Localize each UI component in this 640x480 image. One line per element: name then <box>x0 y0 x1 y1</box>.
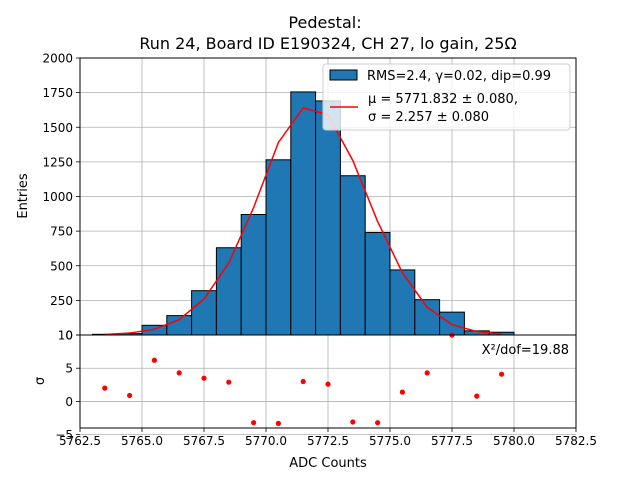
x-tick-label: 5777.5 <box>431 434 473 448</box>
histogram-bar <box>339 175 366 336</box>
top-y-tick-label: 2000 <box>42 52 73 66</box>
x-tick-label: 5772.5 <box>307 434 349 448</box>
residual-point <box>251 420 257 426</box>
top-y-tick-label: 1250 <box>42 155 73 169</box>
x-tick-label: 5780.0 <box>493 434 535 448</box>
legend-entry-fit-mu: μ = 5771.832 ± 0.080, <box>368 92 518 107</box>
residual-point <box>275 420 281 426</box>
residual-point <box>176 370 182 376</box>
histogram-bar <box>215 247 242 336</box>
legend-patch-icon <box>329 69 358 81</box>
bottom-y-tick-label: 10 <box>58 329 73 343</box>
residual-point <box>424 370 430 376</box>
residual-points <box>102 332 505 426</box>
legend-entry-fit-sigma: σ = 2.257 ± 0.080 <box>368 110 489 125</box>
legend-box <box>322 63 571 131</box>
top-y-tick-label: 250 <box>50 294 73 308</box>
top-y-tick-label: 750 <box>50 225 73 239</box>
x-tick-label: 5765.0 <box>121 434 163 448</box>
x-tick-label: 5775.0 <box>369 434 411 448</box>
top-y-tick-label: 500 <box>50 259 73 273</box>
top-y-tick-label: 1000 <box>42 190 73 204</box>
top-y-tick-labels: 0 250 500 750 1000 1250 1500 1750 2000 <box>42 52 80 343</box>
x-tick-labels: 5762.5 5765.0 5767.5 5770.0 5772.5 5775.0 5777… <box>59 428 597 448</box>
residual-point <box>127 392 133 399</box>
legend: RMS=2.4, γ=0.02, dip=0.99 μ = 5771.832 ±… <box>322 63 571 131</box>
top-y-axis-label: Entries <box>16 173 31 219</box>
bottom-y-tick-label: 5 <box>65 362 73 376</box>
residual-point <box>375 420 381 426</box>
x-tick-label: 5770.0 <box>245 434 287 448</box>
top-y-tick-label: 1500 <box>42 121 73 135</box>
bottom-y-tick-label: 0 <box>65 395 73 409</box>
residual-point <box>325 381 331 387</box>
fit-curve <box>104 106 502 336</box>
bottom-y-axis-label: σ <box>33 377 48 385</box>
histogram-bar <box>290 91 317 336</box>
bottom-y-tick-labels: −5 0 5 10 <box>55 329 80 442</box>
chi2-annotation: X²/dof=19.88 <box>482 343 569 358</box>
chart-title-line2: Run 24, Board ID E190324, CH 27, lo gain… <box>139 34 516 53</box>
histogram-bar <box>439 311 465 336</box>
x-tick-label: 5782.5 <box>555 434 597 448</box>
top-y-tick-label: 1750 <box>42 86 73 100</box>
top-y-tick-label: 0 <box>65 329 73 343</box>
residual-point <box>474 393 480 399</box>
x-tick-label: 5762.5 <box>59 434 101 448</box>
residual-point <box>226 379 232 385</box>
residual-point <box>399 389 405 395</box>
legend-entry-histogram: RMS=2.4, γ=0.02, dip=0.99 <box>367 69 551 84</box>
residual-point <box>102 385 108 391</box>
histogram-bar <box>315 100 341 336</box>
histogram-bar <box>389 269 416 336</box>
residual-point <box>350 419 356 425</box>
histogram-bars <box>91 91 515 336</box>
residual-point <box>499 371 505 377</box>
histogram-bar <box>265 159 292 336</box>
histogram-bar <box>414 299 441 336</box>
x-axis-label: ADC Counts <box>289 456 367 471</box>
histogram-bar <box>166 315 193 336</box>
residual-point <box>201 375 207 381</box>
histogram-bar <box>364 232 391 336</box>
histogram-bar <box>240 214 267 336</box>
residual-point <box>300 378 306 385</box>
chart-title-line1: Pedestal: <box>288 13 361 32</box>
residual-point <box>151 357 157 363</box>
bottom-y-tick-label: −5 <box>55 428 73 442</box>
histogram-bar <box>191 290 217 336</box>
x-tick-label: 5767.5 <box>183 434 225 448</box>
